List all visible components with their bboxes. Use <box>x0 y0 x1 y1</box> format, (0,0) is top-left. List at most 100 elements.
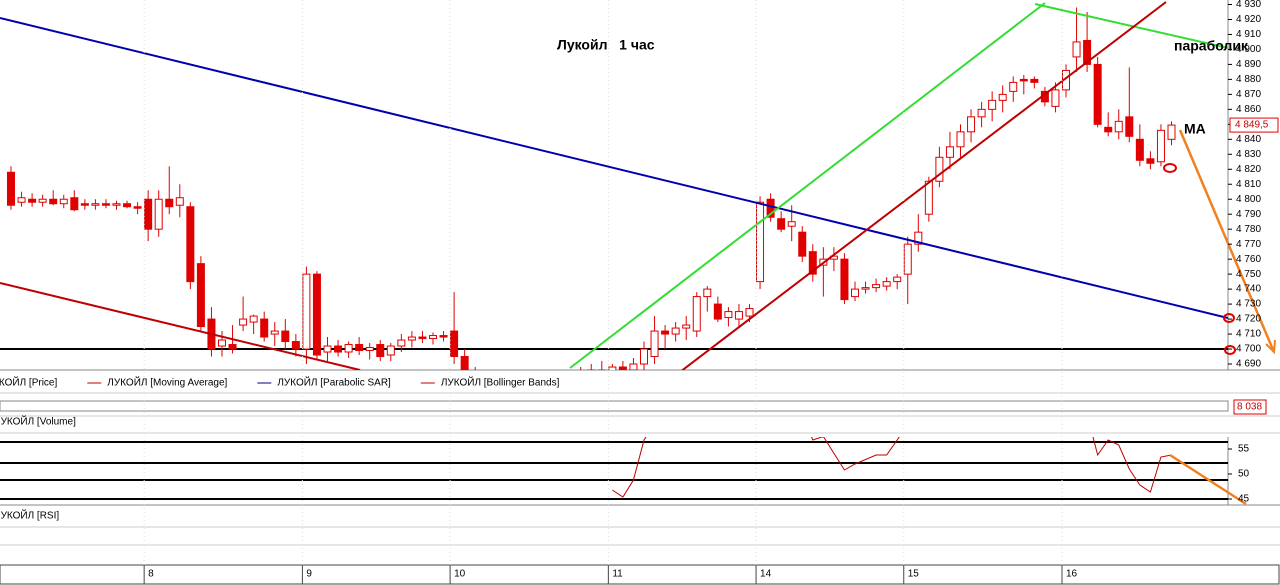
candle-body <box>1051 89 1060 107</box>
y-tick-label: 4 700 <box>1236 344 1261 355</box>
candle-body <box>386 345 395 356</box>
candle-body <box>450 330 459 358</box>
x-tick-label: 15 <box>908 569 920 580</box>
candle-body <box>344 344 353 353</box>
candle-body <box>745 308 754 317</box>
arrow <box>1178 129 1276 353</box>
candle-body <box>798 231 807 257</box>
candle-body <box>270 330 279 335</box>
candle-body <box>123 203 132 208</box>
candle-body <box>935 156 944 182</box>
y-tick-label: 4 880 <box>1236 74 1261 85</box>
candle-body <box>787 221 796 227</box>
y-tick-label: 4 740 <box>1236 284 1261 295</box>
trend-line <box>0 17 1228 319</box>
marker <box>1224 345 1236 355</box>
y-tick-label: 4 930 <box>1236 0 1261 10</box>
candle-body <box>988 99 997 110</box>
candle-body <box>7 171 15 206</box>
candle-body <box>608 366 617 370</box>
candle-body <box>756 201 765 283</box>
candle-body <box>38 198 47 203</box>
candle-body <box>1072 41 1081 58</box>
candle-body <box>28 198 37 203</box>
candle-body <box>808 251 817 275</box>
candle-body <box>998 93 1007 101</box>
volume-label: 8 038 <box>1237 402 1262 413</box>
candle-body <box>355 344 364 352</box>
candle-body <box>903 243 912 275</box>
candle-body <box>407 336 416 341</box>
y-tick-label: 4 840 <box>1236 134 1261 145</box>
candle-body <box>239 318 248 326</box>
x-tick-label: 14 <box>760 569 772 580</box>
candle-body <box>186 206 195 283</box>
trend-line <box>0 282 361 370</box>
candle-body <box>397 339 406 347</box>
rsi-panel <box>612 437 1172 498</box>
candle-body <box>618 366 627 370</box>
y-tick-label: 4 690 <box>1236 359 1261 370</box>
candle-body <box>1125 116 1134 137</box>
x-tick-label: 10 <box>454 569 466 580</box>
candle-body <box>365 347 374 352</box>
y-tick-label: 50 <box>1238 469 1250 480</box>
candle-body <box>70 197 79 211</box>
y-tick-label: 4 910 <box>1236 29 1261 40</box>
y-tick-label: 4 750 <box>1236 269 1261 280</box>
candle-body <box>196 263 205 328</box>
candle-body <box>851 288 859 298</box>
candle-body <box>1135 138 1144 161</box>
candle-body <box>671 327 680 335</box>
y-tick-label: 55 <box>1238 444 1250 455</box>
candle-body <box>734 311 743 320</box>
candle-body <box>144 198 153 230</box>
x-tick-label: 9 <box>306 569 312 580</box>
candle-body <box>439 335 448 338</box>
candle-body <box>713 303 722 320</box>
price-marker <box>1229 117 1279 133</box>
candle-body <box>281 330 290 343</box>
candle-body <box>218 339 226 347</box>
candle-body <box>429 335 437 340</box>
candle-body <box>91 203 100 206</box>
trend-lines <box>0 1 1228 370</box>
legend-label: ЛУКОЙЛ [Moving Average] <box>107 376 227 389</box>
candle-body <box>914 231 923 245</box>
candle-body <box>302 273 311 350</box>
candle-body <box>260 318 269 338</box>
candle-body <box>967 116 976 133</box>
volume-marker <box>1233 399 1267 415</box>
candle-body <box>777 218 786 230</box>
candle-body <box>154 198 163 230</box>
candle-body <box>1114 120 1123 133</box>
candle-body <box>17 197 26 203</box>
candle-body <box>1146 158 1155 164</box>
annotation: MA <box>1184 121 1206 137</box>
candle-body <box>249 315 258 323</box>
legend-label: ЛУКОЙЛ [Bollinger Bands] <box>441 376 560 389</box>
y-tick-label: 4 790 <box>1236 209 1261 220</box>
candle-body <box>59 198 68 205</box>
candle-body <box>724 311 733 319</box>
candle-body <box>650 330 659 358</box>
x-tick-label: 16 <box>1066 569 1078 580</box>
candle-body <box>640 348 648 365</box>
trend-line <box>569 2 1046 369</box>
y-tick-label: 4 770 <box>1236 239 1261 250</box>
candle-body <box>872 284 881 289</box>
candle-body <box>460 356 469 370</box>
candle-body <box>882 281 891 287</box>
y-tick-label: 4 730 <box>1236 299 1261 310</box>
candle-body <box>682 324 691 329</box>
legend-label: ЛУКОЙЛ [Price] <box>0 376 57 389</box>
candle-body <box>175 197 184 206</box>
chart-title: Лукойл 1 час <box>557 37 655 53</box>
y-tick-label: 4 830 <box>1236 149 1261 160</box>
candle-body <box>1009 81 1018 92</box>
candle-body <box>312 273 321 356</box>
candle-body <box>977 108 986 118</box>
candle-body <box>956 131 965 148</box>
y-tick-label: 4 860 <box>1236 104 1261 115</box>
